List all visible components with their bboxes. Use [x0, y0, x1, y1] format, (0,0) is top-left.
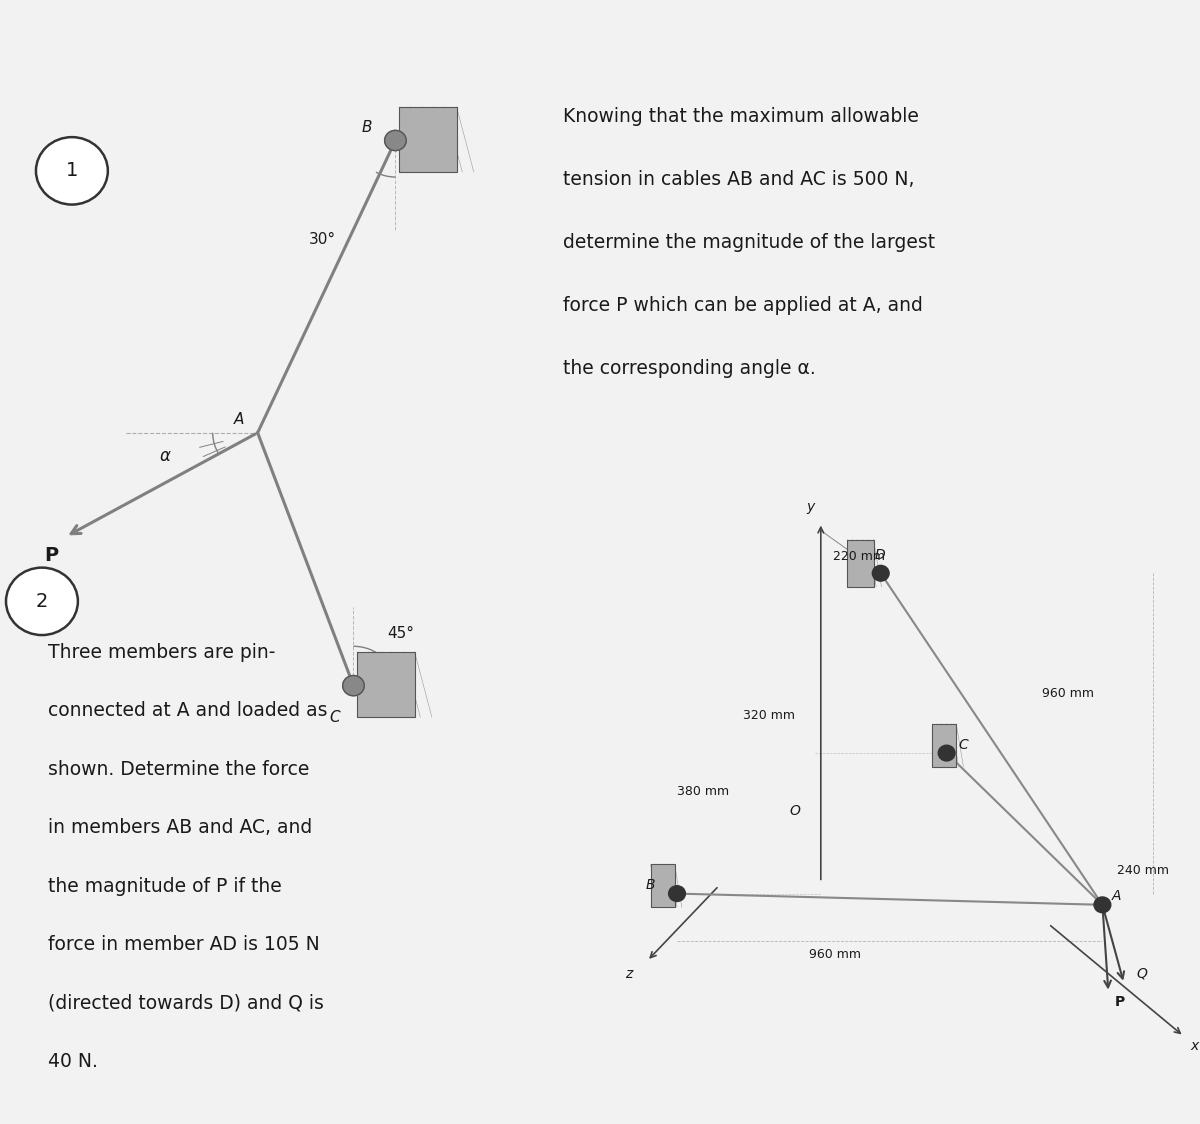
Circle shape [668, 886, 685, 901]
Text: 45°: 45° [388, 626, 414, 642]
Text: B: B [646, 878, 655, 892]
Text: A: A [1112, 889, 1122, 904]
Text: 220 mm: 220 mm [833, 550, 884, 563]
Text: 40 N.: 40 N. [48, 1052, 98, 1071]
Text: x: x [1190, 1039, 1198, 1053]
Text: Knowing that the maximum allowable: Knowing that the maximum allowable [563, 107, 919, 126]
Text: connected at A and loaded as: connected at A and loaded as [48, 701, 328, 720]
Text: Q: Q [1136, 967, 1147, 981]
Text: C: C [330, 709, 340, 725]
Text: P: P [1115, 995, 1124, 1009]
Text: shown. Determine the force: shown. Determine the force [48, 760, 310, 779]
Circle shape [385, 130, 407, 151]
Text: 960 mm: 960 mm [809, 948, 860, 961]
Text: determine the magnitude of the largest: determine the magnitude of the largest [563, 233, 935, 252]
Circle shape [36, 137, 108, 205]
Text: D: D [875, 547, 886, 562]
Text: 240 mm: 240 mm [1117, 864, 1169, 878]
Bar [400, 107, 456, 172]
Text: C: C [959, 737, 968, 752]
Text: in members AB and AC, and: in members AB and AC, and [48, 818, 312, 837]
Text: A: A [234, 411, 244, 427]
Text: y: y [806, 500, 815, 515]
Text: 2: 2 [36, 592, 48, 610]
Text: 30°: 30° [310, 232, 336, 247]
Bar [932, 724, 956, 767]
Text: 960 mm: 960 mm [1043, 687, 1094, 700]
Bar [650, 864, 674, 907]
Circle shape [6, 568, 78, 635]
Circle shape [343, 676, 365, 696]
Text: 380 mm: 380 mm [677, 785, 730, 798]
Text: Three members are pin-: Three members are pin- [48, 643, 275, 662]
Text: 320 mm: 320 mm [743, 709, 794, 723]
Text: 1: 1 [66, 162, 78, 180]
Text: the corresponding angle α.: the corresponding angle α. [563, 359, 816, 378]
Circle shape [872, 565, 889, 581]
Text: z: z [625, 967, 632, 981]
Text: tension in cables AB and AC is 500 N,: tension in cables AB and AC is 500 N, [563, 170, 914, 189]
Text: (directed towards D) and Q is: (directed towards D) and Q is [48, 994, 324, 1013]
Circle shape [1094, 897, 1111, 913]
Text: force in member AD is 105 N: force in member AD is 105 N [48, 935, 319, 954]
Text: force P which can be applied at A, and: force P which can be applied at A, and [563, 296, 923, 315]
Text: the magnitude of P if the: the magnitude of P if the [48, 877, 282, 896]
Text: O: O [790, 804, 800, 818]
Bar [358, 652, 414, 717]
Text: α: α [160, 447, 170, 465]
Text: P: P [44, 546, 59, 565]
Circle shape [938, 745, 955, 761]
Bar [847, 540, 874, 587]
Text: B: B [362, 119, 372, 135]
